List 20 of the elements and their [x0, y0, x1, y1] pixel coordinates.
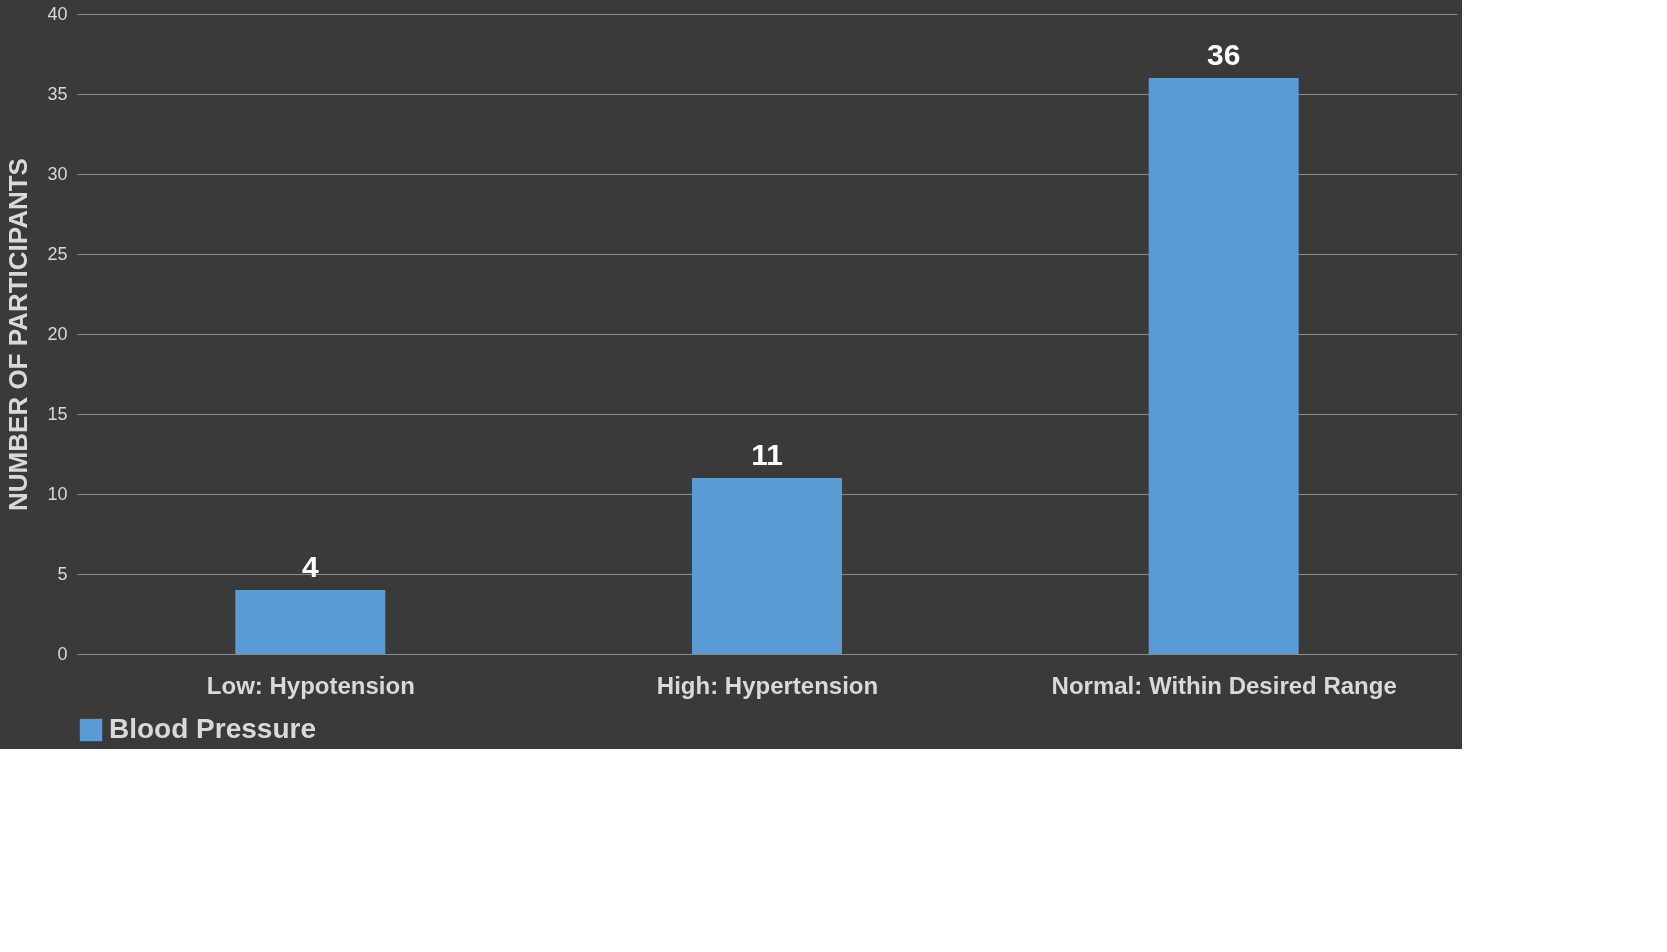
data-label: 11 [751, 438, 783, 471]
y-tick-label: 20 [47, 323, 68, 344]
data-label: 36 [1206, 38, 1241, 71]
bar [1148, 78, 1299, 654]
y-tick-label: 35 [47, 83, 68, 104]
bar [692, 478, 842, 654]
legend-label: Blood Pressure [109, 713, 316, 744]
bar [235, 590, 386, 654]
y-axis-title: NUMBER OF PARTICIPANTS [3, 158, 34, 511]
y-tick-label: 40 [47, 3, 68, 24]
data-label: 4 [301, 550, 319, 583]
x-tick-label: High: Hypertension [656, 671, 879, 699]
y-tick-label: 0 [57, 643, 68, 664]
y-tick-label: 10 [47, 483, 68, 504]
y-tick-label: 15 [47, 403, 68, 424]
y-tick-label: 25 [47, 243, 68, 264]
y-tick-label: 5 [57, 563, 68, 584]
x-tick-label: Low: Hypotension [206, 671, 415, 699]
y-tick-label: 30 [47, 163, 68, 184]
x-tick-label: Normal: Within Desired Range [1051, 671, 1397, 699]
